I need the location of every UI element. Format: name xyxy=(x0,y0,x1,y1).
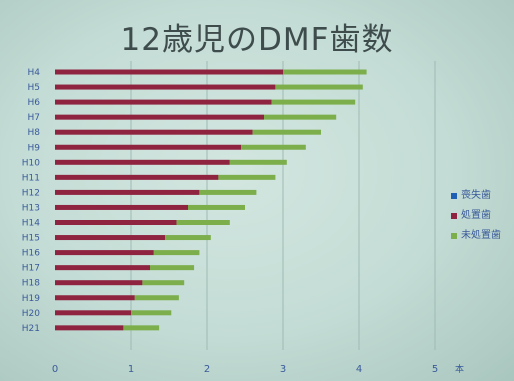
bar-segment-filled xyxy=(55,325,123,330)
bar-segment-decayed xyxy=(154,250,200,255)
bar-segment-decayed xyxy=(241,145,306,150)
bar-segment-decayed xyxy=(272,100,356,105)
legend-label-filled: 処置歯 xyxy=(461,206,491,226)
bar-segment-filled xyxy=(55,100,272,105)
legend: 喪失歯 処置歯 未処置歯 xyxy=(451,186,501,246)
bar-segment-filled xyxy=(55,235,165,240)
x-tick-label: 0 xyxy=(52,364,58,375)
bar-segment-filled xyxy=(55,145,241,150)
bar-segment-decayed xyxy=(199,190,256,195)
category-label: H8 xyxy=(28,128,41,138)
bar-segment-filled xyxy=(55,250,154,255)
bar-segment-decayed xyxy=(177,220,230,225)
x-tick-label: 4 xyxy=(356,364,362,375)
category-label: H4 xyxy=(28,68,41,78)
legend-swatch-filled xyxy=(451,213,457,219)
legend-label-decayed: 未処置歯 xyxy=(461,226,501,246)
category-label: H21 xyxy=(22,324,40,334)
legend-swatch-lost xyxy=(451,193,457,199)
x-tick-labels: 0 1 2 3 4 5 本 xyxy=(52,363,464,375)
bars xyxy=(55,70,367,331)
bar-segment-filled xyxy=(55,265,150,270)
category-label: H13 xyxy=(22,203,40,213)
bar-segment-filled xyxy=(55,280,142,285)
x-tick-label: 3 xyxy=(280,364,286,375)
category-label: H12 xyxy=(22,188,40,198)
category-label: H6 xyxy=(28,98,41,108)
x-tick-label: 2 xyxy=(204,364,210,375)
bar-segment-filled xyxy=(55,190,199,195)
category-label: H14 xyxy=(22,219,40,229)
category-label: H17 xyxy=(22,264,40,274)
bar-segment-decayed xyxy=(283,70,367,75)
x-tick-label: 5 xyxy=(432,364,438,375)
category-label: H18 xyxy=(22,279,40,289)
category-labels: H4 H5 H6 H7 H8 H9 H10 H11 H12 H13 H14 H15 H16 H17 H18 H… xyxy=(22,68,41,334)
bar-segment-filled xyxy=(55,205,188,210)
bar-segment-filled xyxy=(55,220,177,225)
legend-label-lost: 喪失歯 xyxy=(461,186,491,206)
bar-segment-filled xyxy=(55,295,135,300)
legend-item: 未処置歯 xyxy=(451,226,501,246)
x-unit-label: 本 xyxy=(455,363,464,375)
category-label: H7 xyxy=(28,113,41,123)
bar-segment-filled xyxy=(55,115,264,120)
category-label: H15 xyxy=(22,234,40,244)
category-label: H5 xyxy=(28,83,41,93)
bar-segment-filled xyxy=(55,85,275,90)
category-label: H11 xyxy=(22,173,40,183)
bar-segment-filled xyxy=(55,70,283,75)
bar-segment-decayed xyxy=(131,310,171,315)
category-label: H19 xyxy=(22,294,40,304)
category-label: H10 xyxy=(22,158,40,168)
bar-segment-decayed xyxy=(218,175,275,180)
bar-segment-decayed xyxy=(142,280,184,285)
bar-segment-decayed xyxy=(275,85,362,90)
bar-segment-decayed xyxy=(165,235,211,240)
bar-segment-decayed xyxy=(264,115,336,120)
category-label: H20 xyxy=(22,309,40,319)
bar-segment-filled xyxy=(55,175,218,180)
legend-item: 喪失歯 xyxy=(451,186,501,206)
bar-segment-decayed xyxy=(135,295,179,300)
legend-swatch-decayed xyxy=(451,233,457,239)
bar-segment-filled xyxy=(55,160,230,165)
category-label: H9 xyxy=(28,143,41,153)
bar-segment-filled xyxy=(55,130,253,135)
bar-segment-decayed xyxy=(150,265,194,270)
x-tick-label: 1 xyxy=(128,364,134,375)
bar-segment-decayed xyxy=(188,205,245,210)
bar-segment-decayed xyxy=(123,325,159,330)
legend-item: 処置歯 xyxy=(451,206,501,226)
bar-segment-decayed xyxy=(253,130,321,135)
bar-segment-decayed xyxy=(230,160,287,165)
bar-segment-filled xyxy=(55,310,131,315)
category-label: H16 xyxy=(22,249,40,259)
